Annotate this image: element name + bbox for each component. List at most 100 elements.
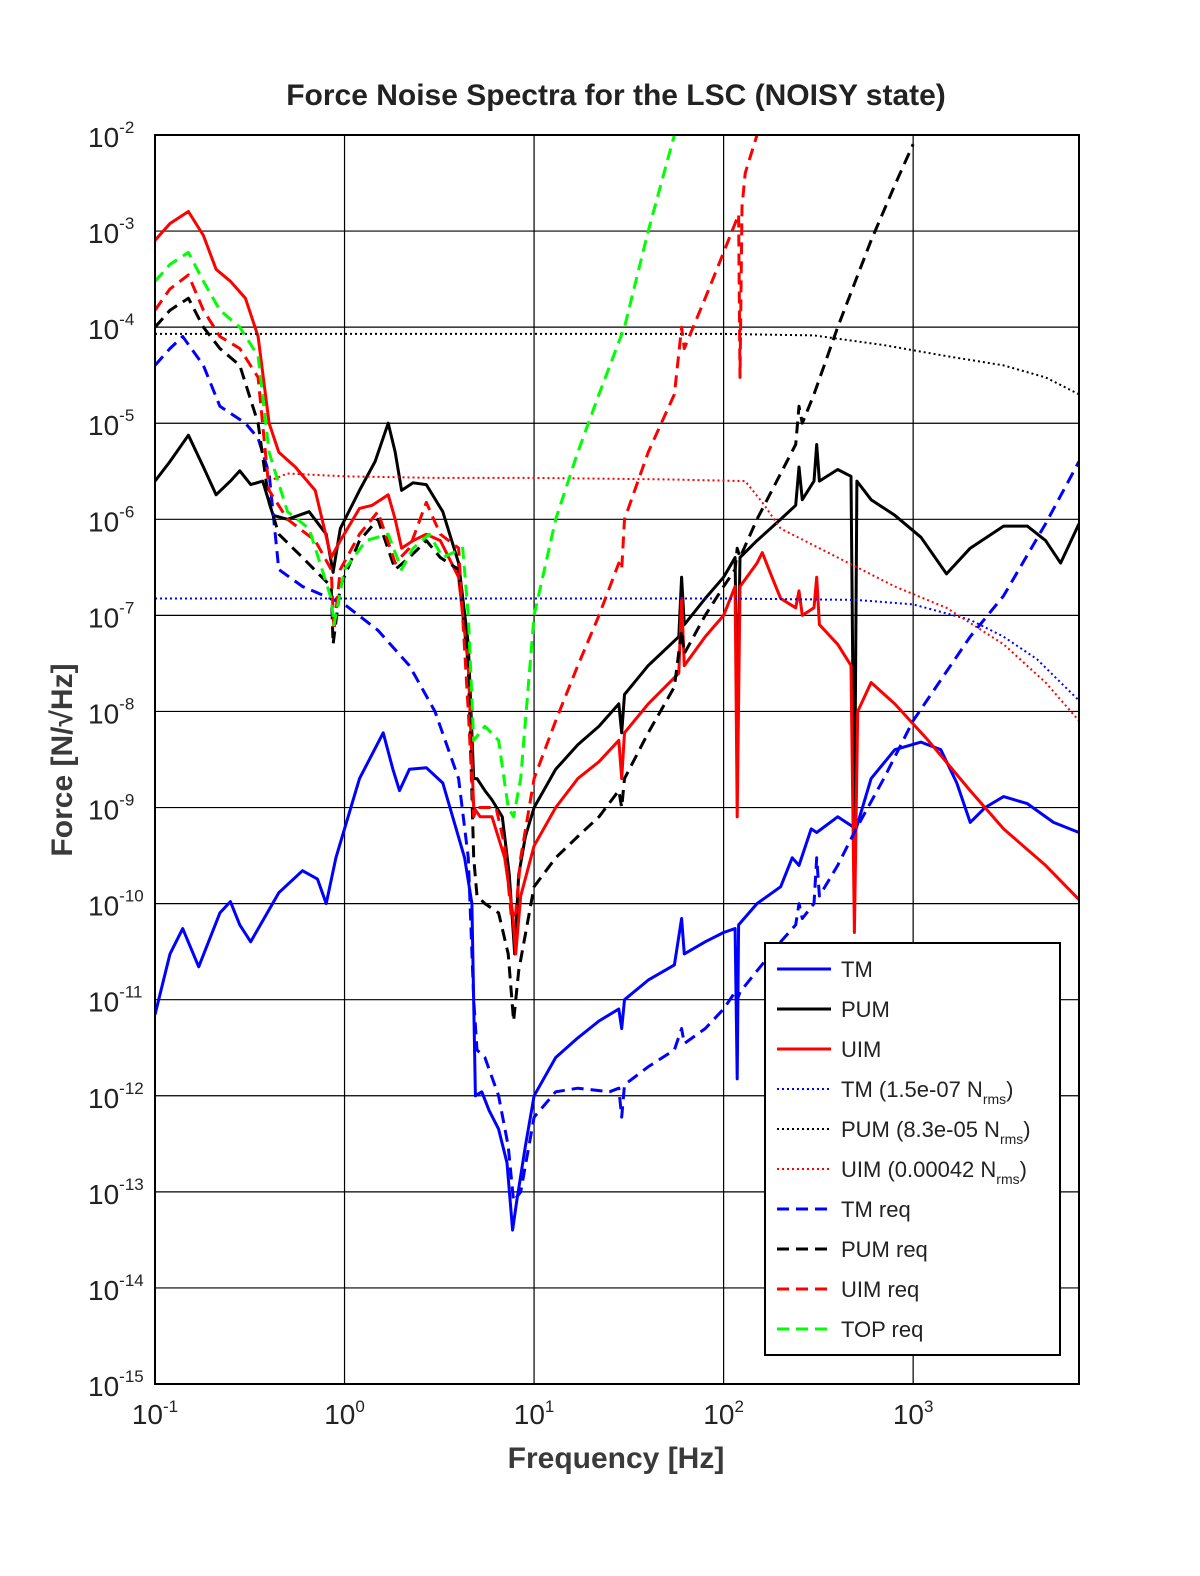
chart-title: Force Noise Spectra for the LSC (NOISY s… (286, 79, 946, 112)
series-line-pum-8-3e-05-n (155, 332, 1079, 396)
y-tick-label: 10-6 (88, 502, 134, 537)
legend-label: TOP req (841, 1317, 923, 1342)
y-tick-exponent: -8 (119, 694, 134, 713)
y-tick-exponent: -14 (119, 1271, 144, 1290)
y-tick-exponent: -15 (119, 1367, 144, 1386)
x-tick-base: 10 (893, 1399, 924, 1430)
y-tick-label: 10-9 (88, 791, 134, 826)
x-tick-base: 10 (703, 1399, 734, 1430)
y-tick-base: 10 (88, 602, 119, 633)
legend-label: PUM req (841, 1237, 928, 1262)
y-tick-base: 10 (88, 698, 119, 729)
x-tick-exponent: 0 (355, 1397, 364, 1416)
y-tick-label: 10-14 (88, 1271, 144, 1306)
x-tick-label: 100 (324, 1397, 365, 1430)
legend-label: PUM (8.3e-05 Nrms) (841, 1117, 1031, 1147)
x-tick-base: 10 (132, 1399, 163, 1430)
series-layer (155, 135, 1079, 1232)
y-tick-exponent: -2 (119, 118, 134, 137)
legend-label-subscript: rms (1000, 1131, 1023, 1147)
y-tick-label: 10-4 (88, 310, 134, 345)
y-tick-base: 10 (88, 1371, 119, 1402)
legend-label-text: PUM req (841, 1237, 928, 1262)
y-tick-exponent: -6 (119, 502, 134, 521)
y-tick-base: 10 (88, 218, 119, 249)
y-tick-base: 10 (88, 410, 119, 441)
legend-label: UIM req (841, 1277, 919, 1302)
x-tick-exponent: 1 (545, 1397, 554, 1416)
legend-label-text: TOP req (841, 1317, 923, 1342)
x-tick-exponent: 2 (734, 1397, 743, 1416)
x-tick-label: 10-1 (132, 1397, 178, 1430)
y-tick-exponent: -12 (119, 1079, 144, 1098)
plot-frame (154, 134, 1080, 1385)
legend-label-text: TM (1.5e-07 N (841, 1077, 983, 1102)
y-axis-label: Force [N/√Hz] (46, 663, 79, 856)
y-tick-base: 10 (88, 314, 119, 345)
legend-label: UIM (0.00042 Nrms) (841, 1157, 1027, 1187)
y-tick-base: 10 (88, 1179, 119, 1210)
legend-label: PUM (841, 997, 890, 1022)
x-tick-exponent: 3 (924, 1397, 933, 1416)
legend-label-text: TM req (841, 1197, 911, 1222)
y-tick-exponent: -7 (119, 598, 134, 617)
y-tick-exponent: -3 (119, 214, 134, 233)
legend-label-suffix: ) (1020, 1157, 1027, 1182)
y-tick-label: 10-2 (88, 118, 134, 153)
series-line-top-req (155, 135, 676, 819)
y-tick-base: 10 (88, 1275, 119, 1306)
y-tick-exponent: -10 (119, 887, 144, 906)
y-tick-label: 10-12 (88, 1079, 144, 1114)
series-line-uim-req (155, 135, 759, 920)
x-tick-base: 10 (324, 1399, 355, 1430)
x-tick-exponent: -1 (163, 1397, 178, 1416)
legend-label: TM (841, 957, 873, 982)
legend-label-subscript: rms (996, 1171, 1019, 1187)
legend-label-text: UIM req (841, 1277, 919, 1302)
y-tick-label: 10-15 (88, 1367, 144, 1402)
y-tick-exponent: -13 (119, 1175, 144, 1194)
legend-label-text: PUM (8.3e-05 N (841, 1117, 1000, 1142)
legend-label: UIM (841, 1037, 881, 1062)
x-tick-base: 10 (514, 1399, 545, 1430)
y-tick-exponent: -9 (119, 791, 134, 810)
y-tick-label: 10-5 (88, 406, 134, 441)
x-tick-label: 102 (703, 1397, 744, 1430)
series-line-tm-req (155, 335, 1079, 1203)
legend-label-text: UIM (841, 1037, 881, 1062)
y-tick-base: 10 (88, 891, 119, 922)
series-line-tm (155, 731, 1079, 1232)
y-tick-exponent: -11 (119, 983, 142, 1002)
y-tick-exponent: -5 (119, 406, 134, 425)
x-axis-label: Frequency [Hz] (508, 1442, 725, 1475)
legend-label: TM (1.5e-07 Nrms) (841, 1077, 1013, 1107)
y-tick-base: 10 (88, 506, 119, 537)
y-tick-label: 10-7 (88, 598, 134, 633)
y-tick-label: 10-3 (88, 214, 134, 249)
legend-label-subscript: rms (983, 1091, 1006, 1107)
series-line-uim-0-00042-n (268, 472, 1079, 722)
x-tick-label: 103 (893, 1397, 934, 1430)
series-line-pum-req (155, 143, 915, 1023)
y-tick-label: 10-13 (88, 1175, 144, 1210)
tick-labels: 10-1 100 101 102 10310-210-310-410-510-610-7… (88, 118, 933, 1430)
legend-label-text: TM (841, 957, 873, 982)
y-tick-base: 10 (88, 122, 119, 153)
y-tick-base: 10 (88, 987, 119, 1018)
series-line-uim (155, 210, 1079, 956)
legend-label-suffix: ) (1006, 1077, 1013, 1102)
legend-label-text: PUM (841, 997, 890, 1022)
y-tick-label: 10-10 (88, 887, 144, 922)
y-tick-base: 10 (88, 795, 119, 826)
x-tick-label: 101 (514, 1397, 555, 1430)
legend-label-suffix: ) (1023, 1117, 1030, 1142)
legend-label: TM req (841, 1197, 911, 1222)
y-tick-label: 10-11 (88, 983, 142, 1018)
y-tick-label: 10-8 (88, 694, 134, 729)
y-tick-base: 10 (88, 1083, 119, 1114)
legend-label-text: UIM (0.00042 N (841, 1157, 996, 1182)
legend-box (764, 942, 1061, 1356)
